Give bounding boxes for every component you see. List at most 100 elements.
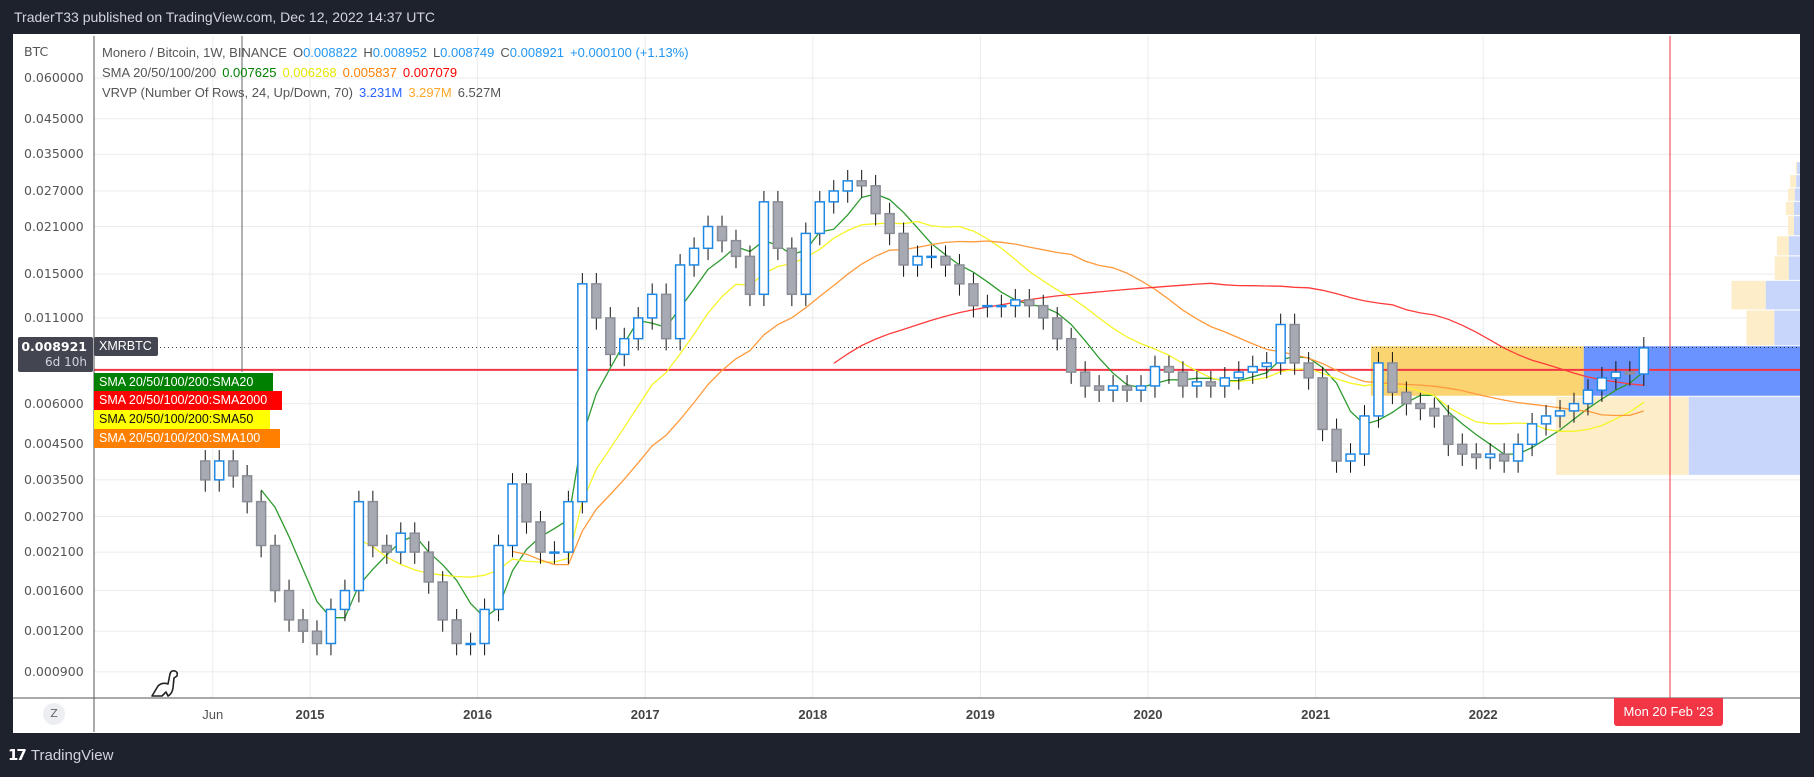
candle-up — [1540, 415, 1552, 425]
vrvp-up-bar — [1794, 188, 1800, 201]
candle-down — [591, 283, 602, 319]
candle-up — [996, 304, 1007, 308]
vrvp-total-value: 6.527M — [457, 85, 502, 100]
vrvp-down-bar — [1776, 236, 1789, 256]
candle-down — [940, 255, 951, 266]
time-tick-label: Jun — [202, 707, 224, 722]
candle-down — [1457, 443, 1468, 455]
price-tick-label: 0.001200 — [24, 623, 84, 639]
tradingview-logo[interactable]: 𝟭𝟳 TradingView — [8, 746, 114, 765]
candle-down — [716, 225, 728, 242]
candle-down — [381, 544, 393, 553]
candle-up — [632, 317, 644, 340]
price-tick-label: 0.002700 — [24, 508, 84, 524]
candle-down — [898, 232, 909, 266]
candle-down — [1163, 365, 1175, 373]
candle-up — [1261, 362, 1272, 368]
candle-up — [507, 483, 518, 547]
candle-up — [1582, 389, 1594, 405]
candle-up — [912, 255, 923, 266]
volume-profile — [1370, 162, 1800, 475]
candle-up — [1275, 323, 1286, 364]
vrvp-down-bar — [1731, 280, 1766, 310]
dinosaur-icon[interactable] — [148, 668, 184, 698]
candle-down — [1331, 428, 1342, 462]
candle-down — [1303, 362, 1314, 379]
candle-down — [283, 589, 295, 621]
time-tick-label: 2016 — [463, 707, 493, 722]
candle-up — [353, 500, 365, 592]
candle-down — [1038, 304, 1049, 319]
candle-down — [1079, 371, 1091, 387]
symbol-name: Monero / Bitcoin, 1W, BINANCE — [102, 45, 287, 60]
sma50-line — [358, 220, 1645, 578]
brand-name: TradingView — [30, 746, 114, 764]
candle-up — [493, 544, 504, 611]
candle-up — [814, 201, 826, 235]
candle-down — [1470, 453, 1482, 459]
change-value: +0.000100 (+1.13%) — [570, 45, 689, 60]
candle-up — [758, 201, 770, 296]
vrvp-up-bar — [1797, 162, 1800, 175]
sma-legend[interactable]: SMA 20/50/100/200 0.007625 0.006268 0.00583… — [102, 65, 463, 80]
published-text: TraderT33 published on TradingView.com, … — [14, 9, 436, 25]
vrvp-down-value: 3.297M — [408, 85, 452, 100]
vrvp-down-bar — [1790, 175, 1797, 188]
sma20-tag: SMA 20/50/100/200:SMA20 — [94, 373, 273, 391]
candle-up — [549, 551, 560, 554]
candle-up — [563, 500, 574, 553]
candle-up — [1610, 371, 1622, 379]
time-tick-label: 2019 — [965, 707, 995, 722]
bar-countdown: 6d 10h — [45, 355, 87, 369]
vrvp-down-bar — [1788, 216, 1795, 236]
candle-up — [1010, 299, 1021, 307]
price-tick-label: 0.015000 — [24, 266, 84, 282]
vrvp-up-bar — [1774, 310, 1800, 346]
price-tick-label: 0.021000 — [24, 218, 84, 234]
candle-up — [926, 255, 937, 259]
high-value: 0.008952 — [372, 45, 427, 60]
candle-down — [1177, 371, 1189, 387]
candle-down — [1289, 323, 1300, 364]
vrvp-up-bar — [1688, 396, 1800, 475]
time-tick-label: 2015 — [295, 707, 325, 722]
candle-up — [842, 180, 853, 192]
candle-up — [1247, 365, 1258, 373]
price-tick-label: 0.035000 — [24, 146, 84, 162]
candle-down — [1093, 385, 1105, 391]
candle-down — [1624, 371, 1636, 375]
candle-down — [954, 264, 965, 285]
open-value: 0.008822 — [303, 45, 358, 60]
time-tick-label: 2021 — [1301, 707, 1331, 722]
last-price: 0.008921 — [21, 339, 87, 354]
candle-up — [325, 608, 337, 645]
vrvp-title: VRVP (Number Of Rows, 24, Up/Down, 70) — [102, 85, 353, 100]
currency-label: BTC — [24, 44, 49, 59]
vrvp-legend[interactable]: VRVP (Number Of Rows, 24, Up/Down, 70) 3.… — [102, 85, 507, 100]
candle-down — [311, 630, 323, 645]
candle-down — [1401, 391, 1412, 405]
vrvp-down-bar — [1795, 162, 1798, 175]
bottom-bar — [0, 733, 1814, 777]
price-tick-label: 0.001600 — [24, 582, 84, 598]
sma50-value: 0.006268 — [282, 65, 337, 80]
candle-up — [982, 304, 993, 308]
candle-up — [1107, 385, 1119, 391]
vrvp-up-bar — [1794, 216, 1800, 236]
sma-lines — [260, 193, 1645, 619]
candle-up — [339, 589, 351, 611]
candle-down — [744, 255, 756, 296]
sma20-line — [260, 193, 1645, 619]
candle-down — [968, 283, 979, 307]
price-tick-label: 0.004500 — [24, 436, 84, 452]
vrvp-down-bar — [1785, 201, 1795, 216]
symbol-tag: XMRBTC — [94, 337, 158, 356]
sma-title: SMA 20/50/100/200 — [102, 65, 217, 80]
symbol-legend[interactable]: Monero / Bitcoin, 1W, BINANCE O0.008822 H0… — [102, 45, 689, 60]
candle-down — [255, 500, 267, 547]
candle-down — [660, 293, 672, 340]
top-bar: TraderT33 published on TradingView.com, … — [0, 0, 1814, 34]
price-tick-label: 0.003500 — [24, 471, 84, 487]
timezone-button[interactable]: Z — [43, 703, 65, 725]
